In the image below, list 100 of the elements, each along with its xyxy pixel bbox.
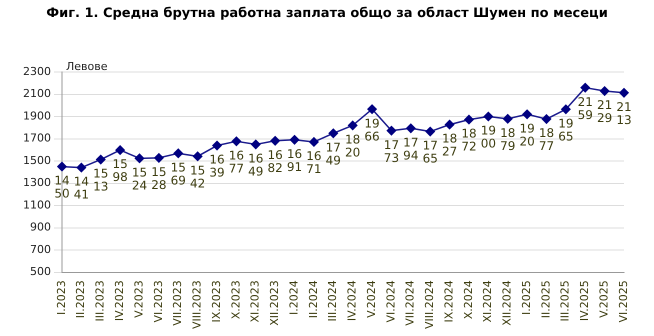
point — [309, 137, 319, 147]
x-tick-label: I.2025 — [520, 280, 533, 315]
y-axis-title: Левове — [66, 60, 108, 73]
point — [502, 114, 512, 124]
data-label: 19 65 — [558, 116, 574, 144]
point — [348, 120, 358, 130]
point — [174, 148, 184, 158]
data-label: 15 69 — [170, 160, 186, 188]
data-label: 14 50 — [54, 174, 70, 201]
x-tick-label: II.2023 — [74, 280, 88, 318]
data-label: 15 42 — [190, 163, 206, 190]
point — [154, 153, 164, 163]
y-tick-label: 500 — [30, 265, 51, 278]
data-label: 18 77 — [538, 126, 554, 154]
point — [619, 88, 629, 98]
point — [232, 136, 242, 146]
point — [212, 140, 222, 150]
point — [192, 152, 202, 162]
x-tick-label: VIII.2023 — [190, 280, 204, 329]
x-tick-label: IV.2025 — [578, 280, 592, 322]
y-tick-label: 1300 — [22, 176, 51, 190]
data-label: 17 65 — [422, 138, 438, 166]
point — [484, 112, 494, 122]
y-tick-label: 1900 — [22, 109, 51, 122]
data-label: 15 13 — [93, 166, 108, 194]
data-label: 17 73 — [384, 138, 400, 165]
point — [115, 145, 125, 155]
x-tick-label: V.2023 — [132, 280, 146, 318]
data-label: 16 49 — [248, 152, 264, 179]
data-label: 15 24 — [132, 165, 148, 192]
y-tick-label: 700 — [30, 242, 51, 256]
point — [561, 104, 571, 114]
x-tick-label: VII.2023 — [171, 280, 184, 326]
y-tick-label: 1100 — [22, 198, 51, 212]
x-tick-label: X.2024 — [462, 280, 475, 320]
data-label: 21 29 — [596, 98, 612, 126]
x-tick-label: IV.2023 — [112, 280, 126, 322]
point — [425, 126, 435, 136]
x-tick-label: III.2025 — [558, 280, 572, 322]
x-tick-label: XI.2024 — [481, 280, 494, 323]
point — [134, 154, 144, 164]
data-label: 17 49 — [326, 140, 341, 168]
x-tick-label: II.2025 — [539, 280, 552, 318]
x-tick-label: III.2024 — [326, 280, 340, 322]
data-label: 16 39 — [209, 152, 225, 180]
x-tick-label: I.2024 — [287, 280, 300, 315]
point — [464, 114, 474, 124]
point — [367, 104, 377, 114]
point — [444, 120, 454, 130]
x-tick-label: V.2025 — [597, 280, 610, 318]
point — [76, 162, 86, 172]
point — [290, 135, 300, 144]
data-label: 21 13 — [616, 100, 632, 127]
point — [270, 136, 280, 146]
point — [57, 162, 67, 172]
point — [96, 154, 106, 164]
data-label: 18 72 — [461, 126, 477, 154]
x-tick-label: IX.2024 — [442, 280, 456, 323]
point — [406, 124, 416, 134]
y-tick-label: 2100 — [22, 87, 51, 100]
x-tick-label: II.2024 — [306, 280, 320, 318]
data-label: 16 77 — [228, 148, 244, 176]
x-tick-label: XI.2023 — [248, 280, 262, 323]
x-tick-label: VI.2023 — [152, 280, 165, 323]
data-label: 17 94 — [403, 135, 418, 162]
point — [522, 110, 532, 120]
x-tick-label: VII.2024 — [404, 280, 417, 326]
data-label: 16 91 — [286, 146, 302, 174]
x-tick-label: IV.2024 — [346, 280, 359, 322]
y-tick-label: 900 — [30, 220, 51, 234]
x-tick-label: XII.2024 — [500, 280, 514, 326]
data-label: 15 98 — [112, 157, 128, 184]
point — [328, 128, 338, 138]
point — [386, 126, 396, 136]
y-tick-label: 1500 — [22, 154, 51, 167]
data-label: 18 20 — [345, 132, 360, 160]
x-tick-label: X.2023 — [229, 280, 242, 320]
x-tick-label: VIII.2024 — [423, 280, 436, 329]
data-label: 19 00 — [480, 124, 496, 151]
x-tick-label: VI.2024 — [384, 280, 398, 323]
data-label: 19 20 — [519, 121, 535, 148]
y-tick-label: 1700 — [22, 132, 51, 145]
data-label: 21 59 — [578, 94, 593, 122]
chart-title: Фиг. 1. Средна брутна работна заплата общо за област Шумен по месеци — [45, 6, 609, 21]
data-label: 19 66 — [364, 116, 380, 144]
data-label: 14 41 — [74, 174, 90, 202]
x-tick-label: I.2023 — [54, 280, 68, 315]
x-tick-label: XII.2023 — [268, 280, 282, 326]
data-label: 18 27 — [442, 132, 458, 159]
point — [251, 140, 261, 150]
x-tick-label: V.2024 — [364, 280, 378, 318]
data-label: 16 71 — [306, 149, 322, 176]
point — [542, 114, 552, 124]
data-label: 15 28 — [151, 165, 167, 192]
point — [580, 82, 590, 92]
x-tick-label: III.2023 — [94, 280, 107, 322]
x-tick-label: IX.2023 — [210, 280, 223, 323]
point — [600, 86, 610, 96]
data-label: 18 79 — [500, 126, 516, 153]
x-tick-label: VI.2025 — [616, 280, 630, 323]
